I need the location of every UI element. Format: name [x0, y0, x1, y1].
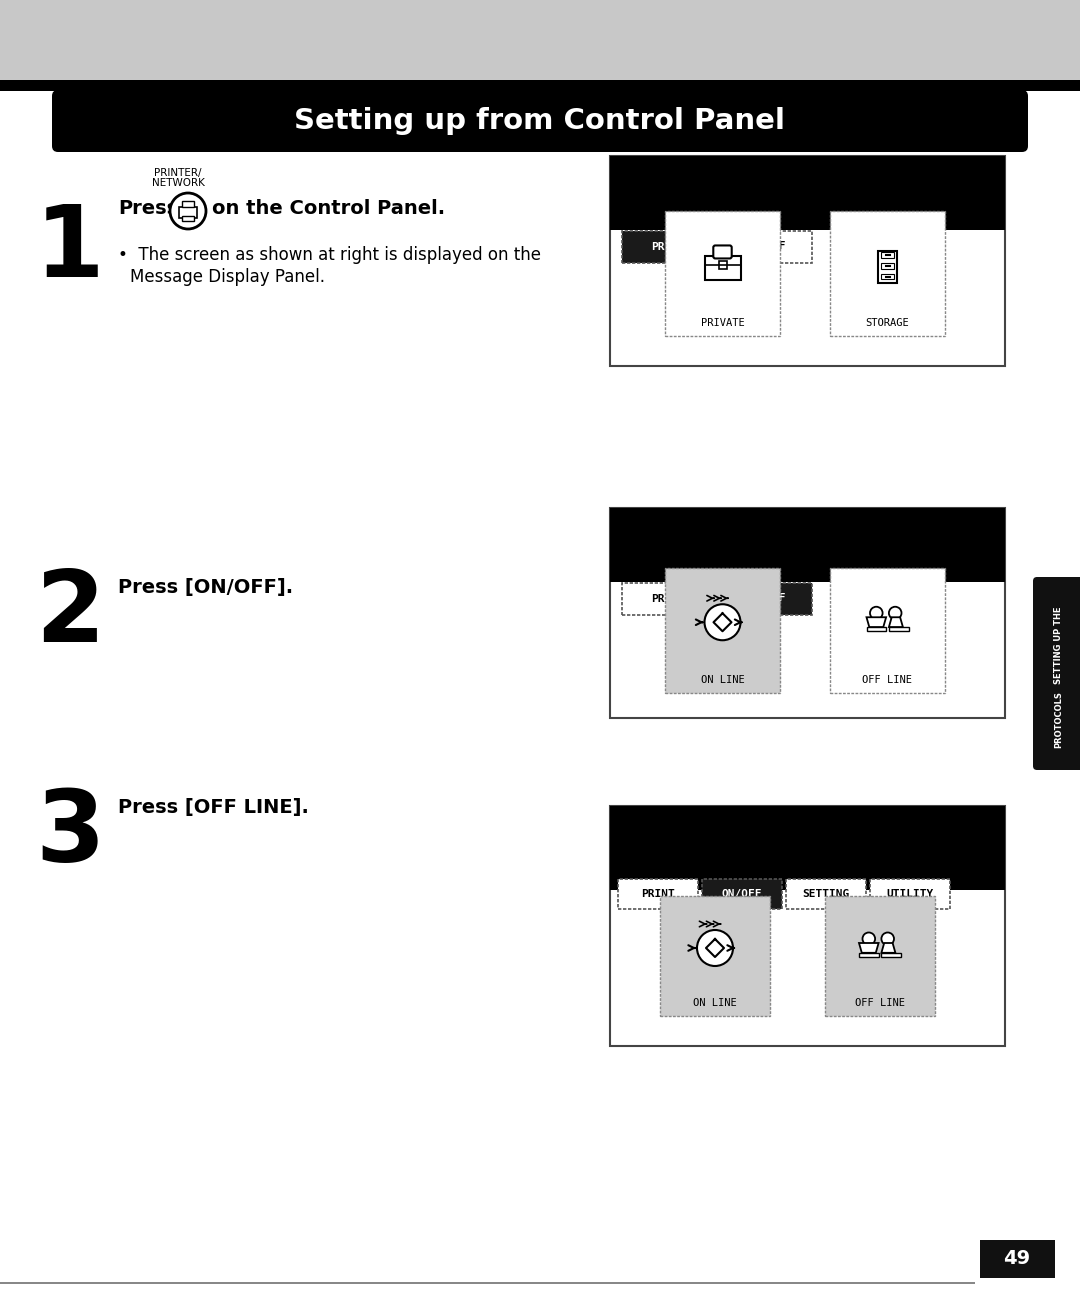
Circle shape: [863, 933, 875, 945]
FancyBboxPatch shape: [52, 89, 1028, 152]
Text: Setting up from Control Panel: Setting up from Control Panel: [295, 108, 785, 135]
Polygon shape: [866, 617, 886, 627]
Text: Press [OFF LINE].: Press [OFF LINE].: [118, 798, 309, 816]
Bar: [881, 953, 901, 956]
Bar: [183, 201, 194, 207]
Bar: [859, 953, 879, 956]
Text: 3: 3: [36, 785, 105, 883]
Bar: [718, 260, 727, 270]
FancyBboxPatch shape: [1032, 577, 1080, 770]
Bar: [889, 627, 908, 631]
Text: 49: 49: [1003, 1249, 1030, 1269]
Text: Message Display Panel.: Message Display Panel.: [130, 268, 325, 286]
Bar: [622, 231, 714, 263]
Bar: [980, 1240, 1055, 1278]
Bar: [610, 508, 1005, 582]
Bar: [183, 216, 194, 222]
Bar: [870, 879, 950, 908]
Bar: [179, 207, 197, 218]
Bar: [618, 879, 698, 908]
Bar: [610, 508, 1005, 718]
Circle shape: [889, 607, 902, 619]
Circle shape: [697, 931, 733, 966]
Bar: [610, 806, 1005, 1046]
Bar: [610, 156, 1005, 229]
Text: PRINT: PRINT: [651, 594, 685, 604]
FancyBboxPatch shape: [713, 245, 732, 258]
Bar: [660, 896, 770, 1016]
Text: Press: Press: [118, 200, 178, 218]
Text: PRIVATE: PRIVATE: [701, 318, 744, 328]
Text: NETWORK: NETWORK: [151, 178, 204, 188]
Bar: [610, 806, 1005, 890]
Bar: [610, 156, 1005, 365]
Text: SETTING UP THE: SETTING UP THE: [1054, 607, 1063, 684]
Text: PRINTER/: PRINTER/: [154, 168, 202, 178]
Text: ON/OFF: ON/OFF: [746, 594, 786, 604]
Bar: [720, 231, 812, 263]
Circle shape: [870, 607, 882, 619]
Circle shape: [170, 193, 206, 229]
Text: ON LINE: ON LINE: [701, 675, 744, 686]
Bar: [665, 568, 780, 693]
Bar: [880, 263, 894, 268]
Text: 2: 2: [36, 566, 105, 664]
Text: OFF LINE: OFF LINE: [855, 998, 905, 1008]
Bar: [831, 211, 945, 336]
Bar: [831, 568, 945, 693]
Bar: [866, 627, 886, 631]
Bar: [880, 251, 894, 258]
Text: PRINT: PRINT: [642, 889, 675, 898]
Text: SETTING: SETTING: [802, 889, 850, 898]
Polygon shape: [881, 943, 895, 953]
Text: Press [ON/OFF].: Press [ON/OFF].: [118, 578, 293, 597]
Bar: [786, 879, 866, 908]
Polygon shape: [889, 617, 903, 627]
Bar: [704, 257, 741, 280]
Text: PRINT: PRINT: [651, 241, 685, 251]
Text: PROTOCOLS: PROTOCOLS: [1054, 691, 1063, 748]
Bar: [0, 1282, 975, 1284]
Polygon shape: [859, 943, 879, 953]
Bar: [0, 0, 1080, 80]
Text: UTILITY: UTILITY: [887, 889, 933, 898]
Text: 1: 1: [36, 201, 105, 298]
Text: on the Control Panel.: on the Control Panel.: [212, 200, 445, 218]
Text: STORAGE: STORAGE: [866, 318, 909, 328]
Circle shape: [704, 604, 741, 640]
Bar: [0, 80, 1080, 91]
Bar: [665, 211, 780, 336]
Bar: [825, 896, 935, 1016]
Bar: [880, 273, 894, 280]
Text: ON/OFF: ON/OFF: [746, 241, 786, 251]
Bar: [878, 251, 897, 284]
Text: ON/OFF: ON/OFF: [721, 889, 762, 898]
Bar: [720, 582, 812, 614]
Circle shape: [881, 933, 894, 945]
Bar: [702, 879, 782, 908]
Bar: [622, 582, 714, 614]
Text: ON LINE: ON LINE: [693, 998, 737, 1008]
Text: OFF LINE: OFF LINE: [863, 675, 913, 686]
Text: •  The screen as shown at right is displayed on the: • The screen as shown at right is displa…: [118, 246, 541, 264]
